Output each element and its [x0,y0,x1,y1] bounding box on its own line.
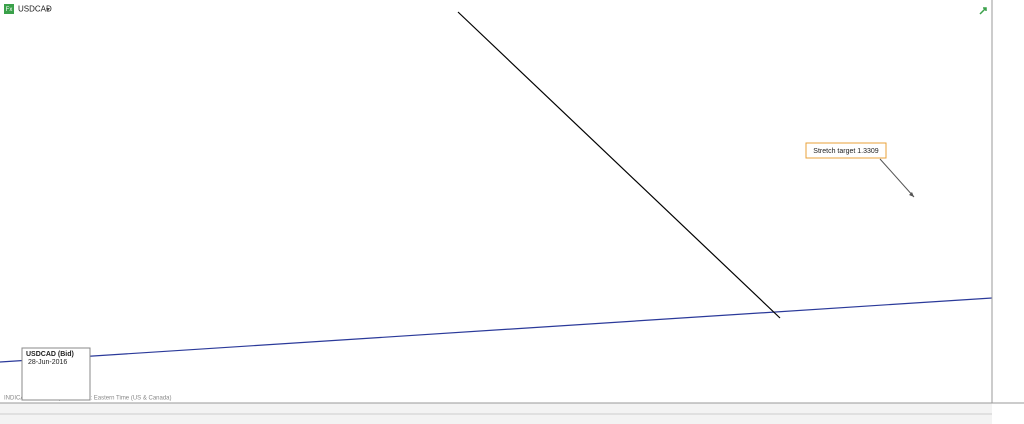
info-box-frame [21,347,91,401]
annotation-arrow [879,158,915,198]
annotation-box [805,142,887,159]
annotation-text: Stretch target 1.3309 [813,148,878,155]
info-title: USDCAD (Bid) [26,351,74,358]
support-trendline [0,297,993,363]
resistance-trendline [457,11,781,319]
symbol-icon-text: Fx [6,7,13,13]
symbol-dropdown[interactable] [46,8,50,11]
info-date: 28-Jun-2016 [28,359,67,366]
y-axis-area [992,0,1024,403]
info-box: USDCAD (Bid) 28-Jun-2016 [21,347,91,401]
symbol-icon [4,4,14,14]
expand-icon[interactable] [979,7,987,15]
symbol[interactable]: USDCAD [18,5,52,14]
arrowhead [909,192,914,197]
